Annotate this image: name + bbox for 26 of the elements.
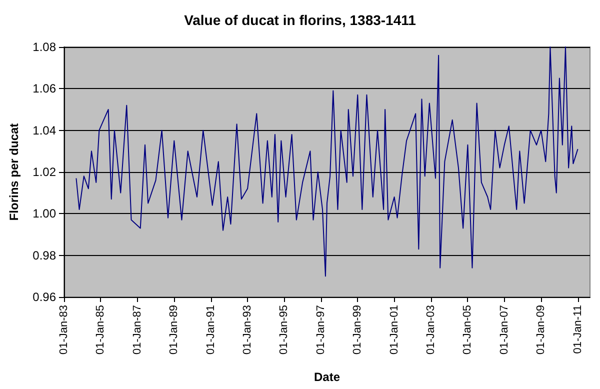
y-tick-label: 1.06 <box>32 82 56 96</box>
y-tick-label: 1.00 <box>32 206 56 221</box>
x-tick-label: 01-Jan-01 <box>388 305 400 355</box>
y-tick-label: 1.02 <box>32 165 56 179</box>
x-axis-title: Date <box>314 370 340 384</box>
y-tick-label: 0.98 <box>32 248 56 262</box>
x-tick-label: 01-Jan-91 <box>204 305 217 355</box>
x-tick-label: 01-Jan-89 <box>168 305 180 355</box>
y-tick-label: 1.08 <box>32 40 56 54</box>
x-tick-label: 01-Jan-09 <box>535 305 548 355</box>
y-tick-label: 1.04 <box>32 123 56 138</box>
line-series <box>76 46 578 277</box>
y-tick-label: 0.96 <box>32 290 56 304</box>
x-tick-label: 01-Jan-97 <box>314 305 327 355</box>
y-axis-title: Florins per ducat <box>7 123 21 221</box>
x-tick-label: 01-Jan-99 <box>352 305 364 355</box>
x-tick-label: 01-Jan-87 <box>131 305 144 355</box>
chart-title: Value of ducat in florins, 1383-1411 <box>184 12 416 28</box>
x-tick-label: 01-Jan-11 <box>572 305 584 354</box>
x-tick-label: 01-Jan-07 <box>498 305 510 355</box>
x-tick-label: 01-Jan-83 <box>58 305 70 355</box>
x-tick-label: 01-Jan-93 <box>242 305 254 355</box>
x-tick-label: 01-Jan-85 <box>94 305 107 355</box>
x-tick-label: 01-Jan-03 <box>424 305 437 355</box>
x-tick-label: 01-Jan-05 <box>462 305 474 355</box>
x-tick-label: 01-Jan-95 <box>278 305 290 355</box>
